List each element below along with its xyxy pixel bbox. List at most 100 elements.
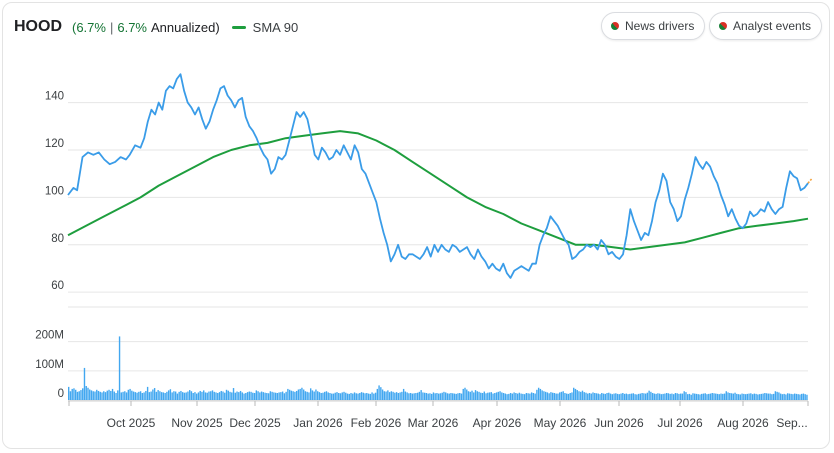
volume-bar bbox=[774, 391, 777, 400]
legend-sma[interactable]: SMA 90 bbox=[231, 19, 299, 35]
volume-bar bbox=[792, 394, 794, 400]
volume-bar bbox=[383, 391, 386, 400]
volume-bar bbox=[615, 393, 617, 400]
volume-bar bbox=[650, 391, 652, 400]
volume-bar bbox=[120, 392, 123, 400]
volume-bar bbox=[166, 391, 168, 400]
volume-bar bbox=[196, 393, 198, 400]
price-gridlines bbox=[68, 102, 808, 308]
volume-bar bbox=[267, 393, 270, 400]
volume-bar bbox=[455, 393, 457, 401]
volume-bar bbox=[409, 393, 412, 400]
volume-bar bbox=[511, 393, 514, 400]
volume-bar bbox=[594, 393, 596, 400]
date-tick-label: Dec 2025 bbox=[229, 416, 281, 430]
volume-bar bbox=[609, 393, 612, 400]
volume-bar bbox=[597, 393, 599, 400]
volume-bar bbox=[559, 392, 561, 400]
volume-bar bbox=[350, 393, 352, 400]
volume-bar bbox=[173, 391, 175, 400]
volume-bar bbox=[397, 393, 400, 400]
volume-bar bbox=[618, 394, 621, 400]
volume-bar bbox=[127, 389, 130, 400]
volume-bar bbox=[392, 391, 394, 400]
volume-bar bbox=[583, 392, 585, 401]
date-tick-label: Sep... bbox=[776, 416, 807, 430]
volume-bar bbox=[174, 391, 177, 400]
volume-bar bbox=[85, 386, 87, 400]
volume-bar bbox=[718, 394, 720, 400]
volume-bar bbox=[131, 390, 133, 400]
analyst-events-button[interactable]: Analyst events bbox=[709, 12, 823, 40]
volume-bar bbox=[725, 391, 727, 400]
volume-bar bbox=[234, 392, 236, 400]
volume-bar bbox=[374, 392, 377, 400]
volume-bar bbox=[679, 393, 682, 400]
volume-bar bbox=[772, 393, 775, 401]
volume-bar bbox=[587, 393, 589, 400]
volume-bar bbox=[432, 392, 435, 400]
volume-bar bbox=[580, 391, 582, 400]
volume-bar bbox=[292, 391, 294, 400]
volume-bar bbox=[620, 393, 622, 400]
annualized-value: 6.7% bbox=[117, 19, 147, 35]
annualized-label: Annualized) bbox=[151, 19, 220, 35]
volume-bar bbox=[623, 393, 626, 401]
volume-bar bbox=[611, 394, 613, 400]
volume-bar bbox=[416, 392, 419, 400]
volume-bar bbox=[285, 391, 287, 400]
volume-bar bbox=[399, 392, 401, 400]
volume-gridlines bbox=[68, 341, 808, 401]
volume-bar bbox=[806, 394, 808, 400]
volume-bar bbox=[739, 394, 742, 400]
volume-bar bbox=[255, 390, 258, 401]
volume-bar bbox=[204, 392, 207, 400]
volume-bar bbox=[331, 393, 333, 400]
volume-bar bbox=[362, 392, 364, 400]
volume-bar bbox=[469, 391, 471, 400]
volume-bar bbox=[236, 391, 238, 400]
volume-bar bbox=[411, 393, 414, 400]
volume-bar bbox=[185, 392, 187, 400]
volume-bar bbox=[190, 391, 193, 400]
volume-bar bbox=[215, 392, 217, 400]
volume-bar bbox=[220, 390, 222, 400]
volume-bar bbox=[778, 392, 780, 400]
volume-bar bbox=[329, 393, 331, 400]
volume-bar bbox=[459, 393, 461, 400]
volume-tick-label: 200M bbox=[35, 330, 64, 342]
volume-bar bbox=[799, 394, 801, 400]
volume-bar bbox=[148, 392, 151, 401]
volume-bar bbox=[425, 393, 428, 400]
sma-90-line bbox=[67, 130, 809, 251]
volume-bar bbox=[345, 392, 347, 400]
volume-bar bbox=[80, 390, 82, 400]
legend-sma-label: SMA 90 bbox=[252, 19, 299, 35]
volume-bar bbox=[504, 393, 507, 400]
volume-bar bbox=[487, 392, 489, 400]
volume-bar bbox=[138, 391, 140, 400]
news-drivers-button[interactable]: News drivers bbox=[601, 12, 706, 40]
volume-bar bbox=[269, 391, 272, 400]
volume-bar bbox=[82, 388, 84, 400]
volume-bar bbox=[250, 391, 252, 400]
volume-bar bbox=[290, 390, 293, 400]
volume-bar bbox=[655, 393, 657, 401]
volume-bar bbox=[427, 393, 429, 400]
volume-bar bbox=[539, 388, 542, 400]
volume-bar bbox=[674, 393, 677, 400]
volume-bar bbox=[178, 391, 180, 400]
volume-bar bbox=[334, 392, 336, 400]
volume-bar bbox=[129, 388, 131, 400]
volume-bar bbox=[222, 391, 224, 400]
volume-bar bbox=[741, 393, 743, 400]
volume-bar bbox=[764, 393, 766, 400]
volume-bar bbox=[802, 393, 805, 400]
volume-bar bbox=[544, 391, 547, 400]
volume-bar bbox=[434, 393, 436, 400]
volume-bar bbox=[602, 393, 605, 400]
volume-bar bbox=[699, 394, 701, 400]
date-tick-label: Nov 2025 bbox=[171, 416, 223, 430]
volume-bar bbox=[613, 393, 615, 400]
